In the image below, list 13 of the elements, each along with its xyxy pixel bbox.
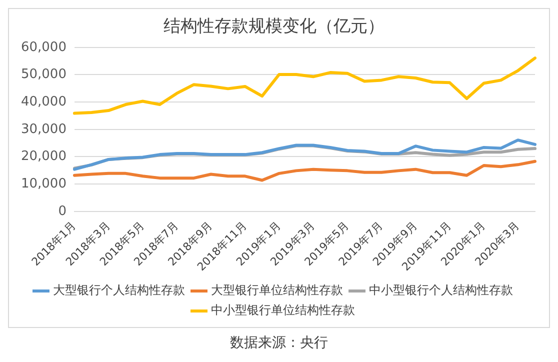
y-tick-label: 10,000 bbox=[20, 176, 66, 192]
source-note: 数据来源：央行 bbox=[229, 334, 329, 352]
y-tick-label: 50,000 bbox=[20, 67, 66, 82]
chart-title: 结构性存款规模变化（亿元） bbox=[164, 16, 384, 37]
y-tick-label: 20,000 bbox=[20, 149, 66, 164]
legend-label: 大型银行单位结构性存款 bbox=[211, 283, 343, 298]
y-tick-label: 0 bbox=[58, 204, 66, 219]
legend-label: 中小型银行单位结构性存款 bbox=[211, 303, 355, 318]
legend-label: 大型银行个人结构性存款 bbox=[53, 283, 185, 298]
y-tick-label: 30,000 bbox=[20, 122, 66, 137]
legend-label: 中小型银行个人结构性存款 bbox=[369, 283, 513, 298]
y-tick-label: 40,000 bbox=[20, 94, 66, 110]
y-tick-label: 60,000 bbox=[20, 40, 66, 55]
